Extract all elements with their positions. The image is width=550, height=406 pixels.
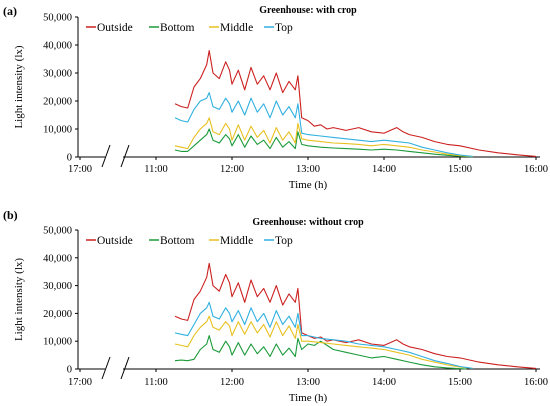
legend-label: Middle	[220, 22, 253, 34]
legend-label: Bottom	[160, 235, 195, 247]
panel-label: (b)	[3, 208, 18, 222]
chart-title: Greenhouse: with crop	[259, 5, 357, 16]
series-line-outside	[174, 262, 537, 369]
x-tick-label: 17:00	[68, 164, 92, 175]
y-tick-label: 10,000	[43, 337, 72, 348]
x-tick-label: 13:00	[296, 377, 320, 388]
series-line-bottom	[174, 128, 473, 158]
x-tick-label: 13:00	[296, 164, 320, 175]
x-tick-label: 12:00	[220, 377, 244, 388]
series-line-top	[174, 301, 473, 369]
y-tick-label: 40,000	[43, 41, 72, 52]
x-tick-label: 15:00	[448, 164, 472, 175]
x-tick-label: 12:00	[220, 164, 244, 175]
legend-label: Outside	[97, 235, 133, 247]
legend-label: Top	[275, 22, 293, 34]
x-tick-label: 17:00	[68, 377, 92, 388]
x-axis-label: Time (h)	[289, 392, 328, 404]
x-tick-label: 11:00	[144, 164, 168, 175]
legend-label: Middle	[220, 235, 253, 247]
axis-break-mark	[101, 356, 111, 380]
x-tick-label: 16:00	[524, 164, 548, 175]
chart-title: Greenhouse: without crop	[252, 217, 364, 228]
x-tick-label: 14:00	[372, 377, 396, 388]
chart-panel: (a) Greenhouse: with crop 0 10,000 20,000 30,…	[3, 4, 548, 191]
y-tick-label: 10,000	[43, 125, 72, 136]
chart-panel: (b) Greenhouse: without crop 0 10,000 20,000…	[3, 208, 548, 404]
series-line-middle	[174, 117, 473, 158]
axis-break-mark	[101, 144, 111, 168]
x-tick-label: 15:00	[448, 377, 472, 388]
y-tick-label: 0	[67, 153, 72, 164]
y-tick-label: 30,000	[43, 281, 72, 292]
legend-label: Outside	[97, 22, 133, 34]
panel-label: (a)	[3, 4, 17, 18]
series-line-outside	[174, 50, 537, 157]
y-axis-label: Light intensity (lx)	[13, 258, 25, 341]
y-tick-label: 30,000	[43, 69, 72, 80]
x-tick-label: 11:00	[144, 377, 168, 388]
y-tick-label: 20,000	[43, 97, 72, 108]
legend-label: Bottom	[160, 22, 195, 34]
y-tick-label: 20,000	[43, 309, 72, 320]
legend-label: Top	[275, 235, 293, 247]
series-line-middle	[174, 315, 473, 369]
y-tick-label: 0	[67, 365, 72, 376]
x-tick-label: 16:00	[524, 377, 548, 388]
axis-break-mark	[120, 356, 130, 380]
x-axis-label: Time (h)	[289, 179, 328, 191]
y-axis-label: Light intensity (lx)	[13, 45, 25, 128]
y-tick-label: 50,000	[43, 13, 72, 24]
x-tick-label: 14:00	[372, 164, 396, 175]
series-line-top	[174, 92, 473, 157]
axis-break-mark	[120, 144, 130, 168]
y-tick-label: 50,000	[43, 226, 72, 237]
y-tick-label: 40,000	[43, 253, 72, 264]
series-line-bottom	[174, 335, 467, 370]
